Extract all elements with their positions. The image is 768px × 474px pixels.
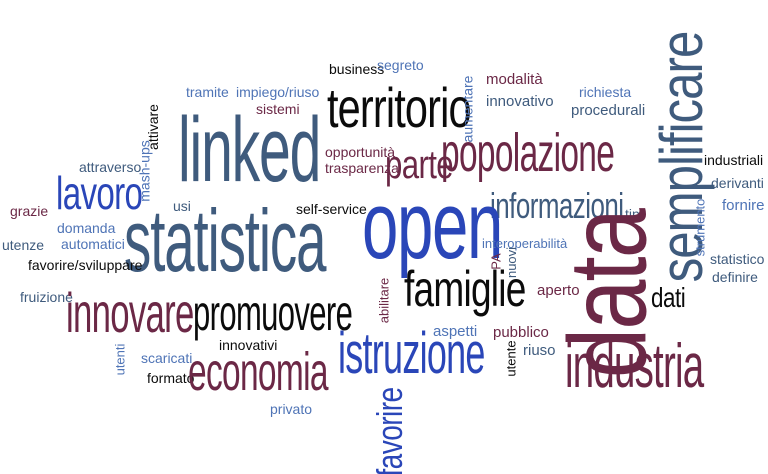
word-trasparenza: trasparenza: [325, 160, 399, 176]
word-lavoro: lavoro: [56, 167, 143, 219]
word-grazie: grazie: [10, 203, 49, 219]
word-utenti: utenti: [112, 343, 128, 376]
word-famiglie: famiglie: [404, 261, 526, 317]
word-scaricati: scaricati: [141, 350, 193, 366]
word-aspetti: aspetti: [433, 323, 478, 340]
word-dati: dati: [651, 282, 686, 313]
word-automatici: automatici: [61, 236, 125, 252]
word-fornire: fornire: [722, 197, 765, 214]
word-attraverso: attraverso: [79, 159, 142, 175]
word-definire: definire: [712, 269, 758, 285]
word-interoperabilita: interoperabilità: [482, 236, 568, 251]
word-industria: industria: [565, 332, 704, 401]
word-domanda: domanda: [57, 220, 116, 236]
word-utenze: utenze: [2, 237, 45, 253]
word-industriali: industriali: [704, 152, 764, 168]
word-istruzione: istruzione: [338, 321, 485, 386]
word-popolazione: popolazione: [441, 123, 615, 183]
word-opportunita: opportunità: [325, 144, 396, 160]
word-fruizione: fruizione: [20, 289, 73, 305]
word-aperto: aperto: [537, 282, 580, 299]
word-sistemi: sistemi: [256, 101, 300, 117]
word-favorire-sviluppare: favorire/sviluppare: [28, 257, 143, 273]
word-riuso: riuso: [523, 342, 556, 359]
word-tipi: tipi: [625, 206, 643, 222]
word-abilitare: abilitare: [376, 277, 392, 324]
word-innovare: innovare: [66, 281, 194, 344]
word-privato: privato: [270, 401, 313, 417]
word-impiego-riuso: impiego/riuso: [236, 84, 320, 100]
word-statistico: statistico: [710, 251, 765, 267]
word-economia: economia: [188, 342, 328, 402]
word-formato: formato: [147, 370, 195, 386]
word-innovativo: innovativo: [486, 93, 554, 110]
word-utente: utente: [503, 340, 519, 377]
word-strumento: strumento: [692, 198, 708, 257]
word-parte: parte: [385, 143, 454, 187]
word-modalita: modalità: [486, 71, 543, 88]
word-procedurali: procedurali: [571, 102, 646, 119]
word-favorire: favorire: [369, 387, 411, 474]
word-business: business: [329, 61, 385, 77]
word-segreto: segreto: [377, 57, 424, 73]
word-usi: usi: [173, 198, 191, 214]
word-tramite: tramite: [186, 84, 229, 100]
word-informazioni: informazioni: [490, 185, 624, 226]
word-innovativi: innovativi: [219, 337, 278, 353]
word-territorio: territorio: [327, 76, 472, 139]
word-statistica: statistica: [124, 191, 326, 290]
word-open: open: [362, 172, 503, 279]
word-promuovere: promuovere: [193, 285, 353, 341]
word-self-service: self-service: [296, 201, 367, 217]
word-richiesta: richiesta: [579, 84, 632, 100]
word-derivanti: derivanti: [711, 175, 764, 191]
word-linked: linked: [178, 99, 321, 201]
word-pubblico: pubblico: [493, 324, 549, 341]
